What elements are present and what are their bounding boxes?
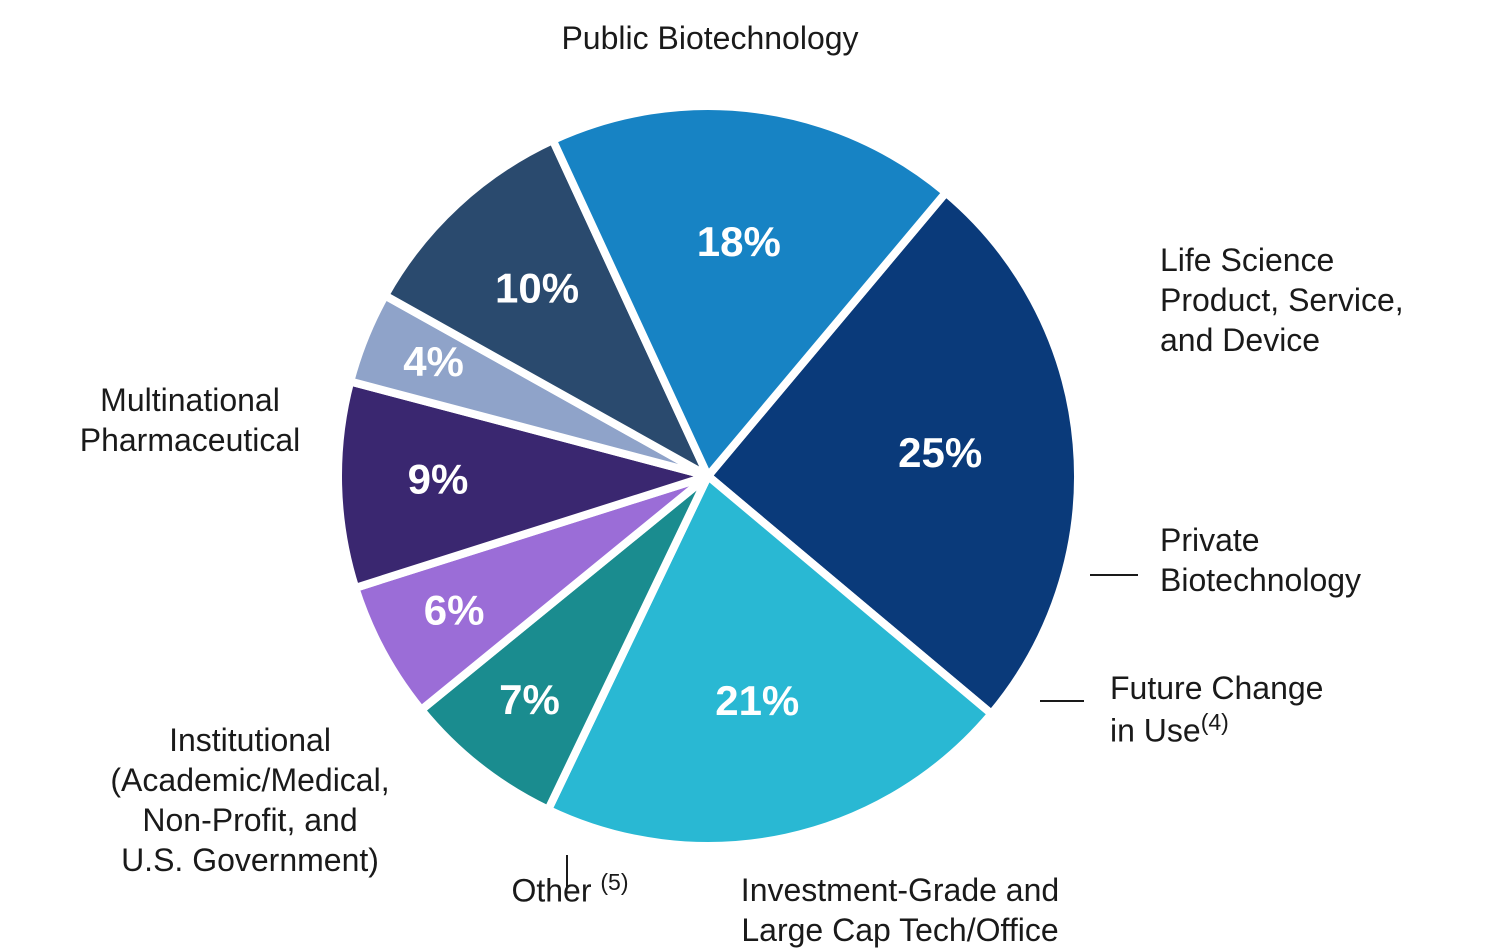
label-institutional: Institutional (Academic/Medical, Non-Pro… (60, 720, 440, 880)
label-investment-grade: Investment-Grade and Large Cap Tech/Offi… (680, 870, 1120, 950)
label-life-science: Life Science Product, Service, and Devic… (1160, 240, 1500, 360)
pct-label-public-biotech: 25% (898, 429, 982, 476)
pct-label-multinational-pharma: 18% (697, 218, 781, 265)
label-public-biotech: Public Biotechnology (500, 18, 920, 58)
label-future-change: Future Changein Use(4) (1110, 668, 1430, 751)
pct-label-institutional: 10% (495, 264, 579, 311)
label-multinational-pharma: Multinational Pharmaceutical (60, 380, 320, 460)
label-private-biotech: Private Biotechnology (1160, 520, 1460, 600)
chart-stage: 25% 21% 7% 6% 9% 4% 10% 18% Public Biotechnology… (0, 0, 1500, 952)
pct-label-future-change: 6% (424, 586, 485, 633)
pct-label-investment-grade: 9% (408, 456, 469, 503)
pct-label-other: 4% (403, 338, 464, 385)
pct-label-life-science: 21% (715, 677, 799, 724)
leader-private-biotech (1090, 574, 1138, 576)
pct-label-private-biotech: 7% (499, 676, 560, 723)
label-other: Other (5) (470, 868, 670, 911)
leader-other (566, 855, 568, 887)
leader-future-change (1040, 700, 1084, 702)
